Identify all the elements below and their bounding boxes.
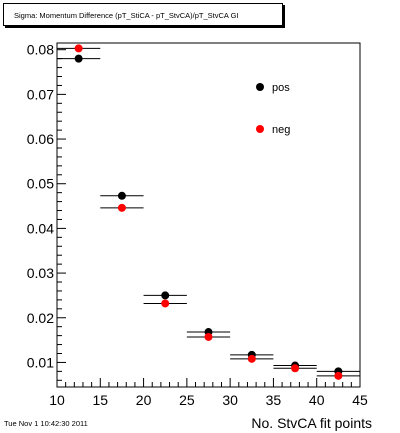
legend-label-neg: neg [272,124,290,136]
legend-marker-pos [256,83,264,91]
timestamp: Tue Nov 1 10:42:30 2011 [4,419,88,428]
x-tick-label: 25 [179,392,195,408]
data-point-neg [247,354,256,363]
y-tick-label: 0.01 [27,354,54,370]
x-tick-label: 20 [136,392,152,408]
data-point-pos [74,54,83,63]
legend: pos neg [256,82,290,136]
x-axis-label: No. StvCA fit points [251,415,372,431]
data-point-neg [161,299,170,308]
chart-title: Sigma: Momentum Difference (pT_StiCA - p… [14,11,239,20]
plot-data [57,44,360,380]
y-tick-label: 0.02 [27,310,54,326]
data-point-neg [291,364,300,373]
x-tick-label: 40 [309,392,325,408]
y-tick-label: 0.04 [27,220,54,236]
data-point-neg [117,203,126,212]
data-point-neg [204,332,213,341]
legend-marker-neg [256,125,264,133]
x-tick-label: 35 [266,392,282,408]
x-tick-label: 15 [92,392,108,408]
x-tick-label: 30 [222,392,238,408]
x-tick-label: 10 [49,392,65,408]
x-tick-label: 45 [352,392,368,408]
title-box: Sigma: Momentum Difference (pT_StiCA - p… [3,3,283,26]
y-tick-label: 0.06 [27,131,54,147]
data-point-neg [74,44,83,53]
y-tick-label: 0.03 [27,265,54,281]
legend-label-pos: pos [272,82,290,94]
axes: 10 15 20 25 30 35 40 45 0.01 0.02 0.03 0.04 0.05 0.06… [27,42,372,431]
data-point-pos [117,191,126,200]
y-tick-label: 0.07 [27,86,54,102]
data-point-neg [334,371,343,380]
data-point-pos [161,291,170,300]
y-tick-label: 0.08 [27,42,54,58]
y-tick-label: 0.05 [27,176,54,192]
